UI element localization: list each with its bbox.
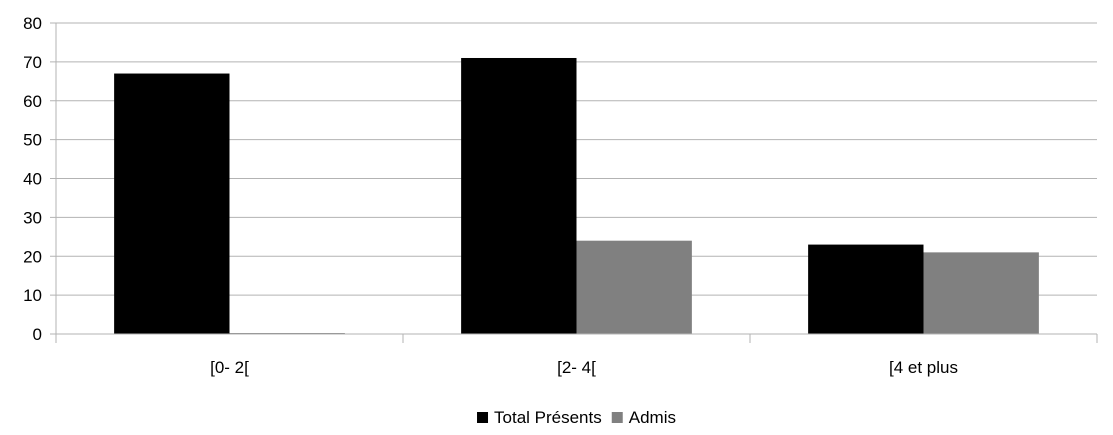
bar-total-pr-sents-1	[461, 57, 577, 335]
y-tick-label: 40	[23, 170, 42, 189]
y-tick-label: 50	[23, 131, 42, 150]
x-category-label: [0- 2[	[210, 358, 249, 377]
x-category-label: [2- 4[	[557, 358, 596, 377]
bars	[114, 57, 1039, 335]
x-axis-labels: [0- 2[ [2- 4[ [4 et plus	[210, 358, 958, 377]
y-tick-label: 10	[23, 286, 42, 305]
y-tick-label: 0	[33, 325, 42, 344]
x-axis	[55, 23, 1098, 343]
legend-label: Admis	[629, 408, 676, 427]
legend-swatch	[477, 412, 489, 423]
y-tick-label: 70	[23, 53, 42, 72]
legend-item: Total Présents	[477, 408, 602, 427]
bar-total-pr-sents-2	[808, 244, 924, 334]
y-tick-label: 60	[23, 92, 42, 111]
bar-admis-1	[576, 240, 692, 334]
bar-admis-2	[923, 252, 1039, 334]
y-axis-ticks: 0 10 20 30 40 50 60 70 80	[23, 14, 56, 344]
legend-label: Total Présents	[494, 408, 602, 427]
y-tick-label: 20	[23, 247, 42, 266]
legend-swatch	[611, 412, 623, 423]
bar-total-pr-sents-0	[114, 73, 230, 334]
y-tick-label: 30	[23, 208, 42, 227]
legend-item: Admis	[611, 408, 676, 427]
x-category-label: [4 et plus	[889, 358, 958, 377]
legend: Total Présents Admis	[477, 408, 676, 427]
y-tick-label: 80	[23, 14, 42, 33]
